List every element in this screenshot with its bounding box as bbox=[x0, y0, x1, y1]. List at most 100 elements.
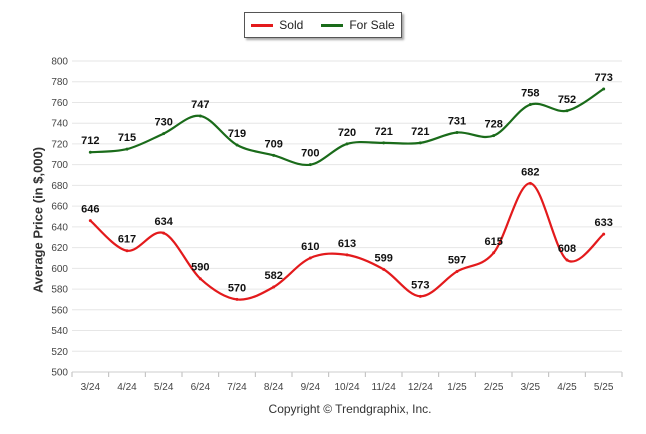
x-tick-label: 12/24 bbox=[408, 382, 433, 393]
data-point-for-sale bbox=[345, 142, 349, 146]
data-point-sold bbox=[382, 267, 386, 271]
x-tick-label: 7/24 bbox=[227, 382, 247, 393]
y-tick-label: 640 bbox=[51, 222, 68, 233]
data-label-for-sale: 715 bbox=[118, 132, 136, 144]
x-tick-label: 6/24 bbox=[191, 382, 211, 393]
y-tick-label: 540 bbox=[51, 326, 68, 337]
data-label-sold: 615 bbox=[484, 236, 502, 248]
data-point-for-sale bbox=[88, 150, 92, 154]
legend-swatch-for-sale bbox=[321, 23, 344, 27]
data-point-for-sale bbox=[418, 141, 422, 145]
data-point-for-sale bbox=[382, 141, 386, 145]
data-point-for-sale bbox=[455, 131, 459, 135]
y-tick-label: 700 bbox=[51, 160, 68, 171]
data-label-sold: 682 bbox=[521, 166, 539, 178]
data-label-sold: 582 bbox=[264, 270, 282, 282]
x-tick-label: 5/24 bbox=[154, 382, 174, 393]
data-point-sold bbox=[492, 251, 496, 255]
data-label-for-sale: 758 bbox=[521, 88, 539, 100]
data-point-sold bbox=[418, 294, 422, 298]
data-label-sold: 613 bbox=[338, 238, 356, 250]
data-label-sold: 608 bbox=[558, 243, 576, 255]
data-point-sold bbox=[528, 181, 532, 185]
data-point-for-sale bbox=[162, 132, 166, 136]
x-tick-label: 10/24 bbox=[334, 382, 359, 393]
legend-item-for-sale[interactable]: For Sale bbox=[321, 18, 395, 32]
x-tick-label: 3/25 bbox=[521, 382, 541, 393]
y-tick-label: 680 bbox=[51, 181, 68, 192]
y-tick-label: 620 bbox=[51, 243, 68, 254]
line-chart: 500 520 540 560 580 600 620 640 660 680 700 720 740 7… bbox=[51, 57, 623, 393]
legend-item-sold[interactable]: Sold bbox=[251, 18, 303, 32]
data-point-for-sale bbox=[235, 143, 239, 147]
data-point-for-sale bbox=[492, 134, 496, 138]
data-point-sold bbox=[88, 219, 92, 223]
data-point-for-sale bbox=[602, 87, 606, 91]
x-tick-label: 5/25 bbox=[594, 382, 614, 393]
data-point-sold bbox=[345, 253, 349, 257]
data-point-sold bbox=[198, 277, 202, 281]
data-point-sold bbox=[235, 297, 239, 301]
data-point-for-sale bbox=[528, 103, 532, 107]
data-label-for-sale: 730 bbox=[154, 117, 172, 129]
data-point-sold bbox=[272, 285, 276, 289]
y-tick-label: 600 bbox=[51, 264, 68, 275]
data-point-for-sale bbox=[308, 163, 312, 167]
x-tick-label: 4/25 bbox=[557, 382, 577, 393]
data-label-sold: 617 bbox=[118, 234, 136, 246]
legend-swatch-sold bbox=[251, 23, 274, 27]
data-point-sold bbox=[162, 231, 166, 235]
data-label-for-sale: 773 bbox=[594, 72, 612, 84]
y-tick-label: 800 bbox=[51, 57, 68, 68]
y-tick-label: 520 bbox=[51, 347, 68, 358]
series-line-sold bbox=[89, 182, 605, 301]
data-label-for-sale: 712 bbox=[81, 135, 99, 147]
data-point-sold bbox=[565, 258, 569, 262]
copyright: Copyright © Trendgraphix, Inc. bbox=[268, 402, 432, 416]
y-tick-label: 580 bbox=[51, 285, 68, 296]
data-point-for-sale bbox=[125, 147, 129, 151]
data-label-for-sale: 709 bbox=[264, 138, 282, 150]
data-label-sold: 597 bbox=[448, 254, 466, 266]
data-point-sold bbox=[125, 249, 129, 253]
x-tick-label: 2/25 bbox=[484, 382, 504, 393]
data-point-for-sale bbox=[272, 153, 276, 157]
data-label-sold: 570 bbox=[228, 282, 246, 294]
x-tick-label: 3/24 bbox=[81, 382, 101, 393]
data-label-for-sale: 721 bbox=[411, 126, 429, 138]
data-label-for-sale: 728 bbox=[484, 119, 502, 131]
y-tick-label: 660 bbox=[51, 202, 68, 213]
data-label-sold: 590 bbox=[191, 262, 209, 274]
data-point-sold bbox=[308, 256, 312, 260]
x-tick-label: 11/24 bbox=[372, 382, 397, 393]
y-tick-label: 560 bbox=[51, 305, 68, 316]
y-tick-label: 760 bbox=[51, 98, 68, 109]
x-tick-label: 4/24 bbox=[117, 382, 137, 393]
data-point-for-sale bbox=[198, 114, 202, 118]
data-label-sold: 610 bbox=[301, 241, 319, 253]
x-tick-label: 8/24 bbox=[264, 382, 284, 393]
y-tick-label: 500 bbox=[51, 368, 68, 379]
data-label-for-sale: 721 bbox=[374, 126, 392, 138]
y-tick-label: 740 bbox=[51, 119, 68, 130]
data-label-sold: 573 bbox=[411, 279, 429, 291]
data-label-sold: 633 bbox=[594, 217, 612, 229]
data-point-sold bbox=[455, 269, 459, 273]
data-label-for-sale: 752 bbox=[558, 94, 576, 106]
data-point-sold bbox=[602, 232, 606, 236]
data-point-for-sale bbox=[565, 109, 569, 113]
legend: Sold For Sale bbox=[244, 12, 402, 38]
data-label-for-sale: 719 bbox=[228, 128, 246, 140]
y-tick-label: 720 bbox=[51, 139, 68, 150]
data-label-for-sale: 747 bbox=[191, 99, 209, 111]
x-tick-label: 9/24 bbox=[301, 382, 321, 393]
legend-label-for-sale: For Sale bbox=[349, 18, 395, 32]
x-tick-label: 1/25 bbox=[447, 382, 467, 393]
data-label-for-sale: 720 bbox=[338, 127, 356, 139]
data-label-sold: 646 bbox=[81, 204, 99, 216]
y-tick-label: 780 bbox=[51, 77, 68, 88]
legend-label-sold: Sold bbox=[279, 18, 304, 32]
data-label-for-sale: 731 bbox=[448, 116, 466, 128]
data-label-for-sale: 700 bbox=[301, 148, 319, 160]
data-label-sold: 634 bbox=[154, 216, 173, 228]
